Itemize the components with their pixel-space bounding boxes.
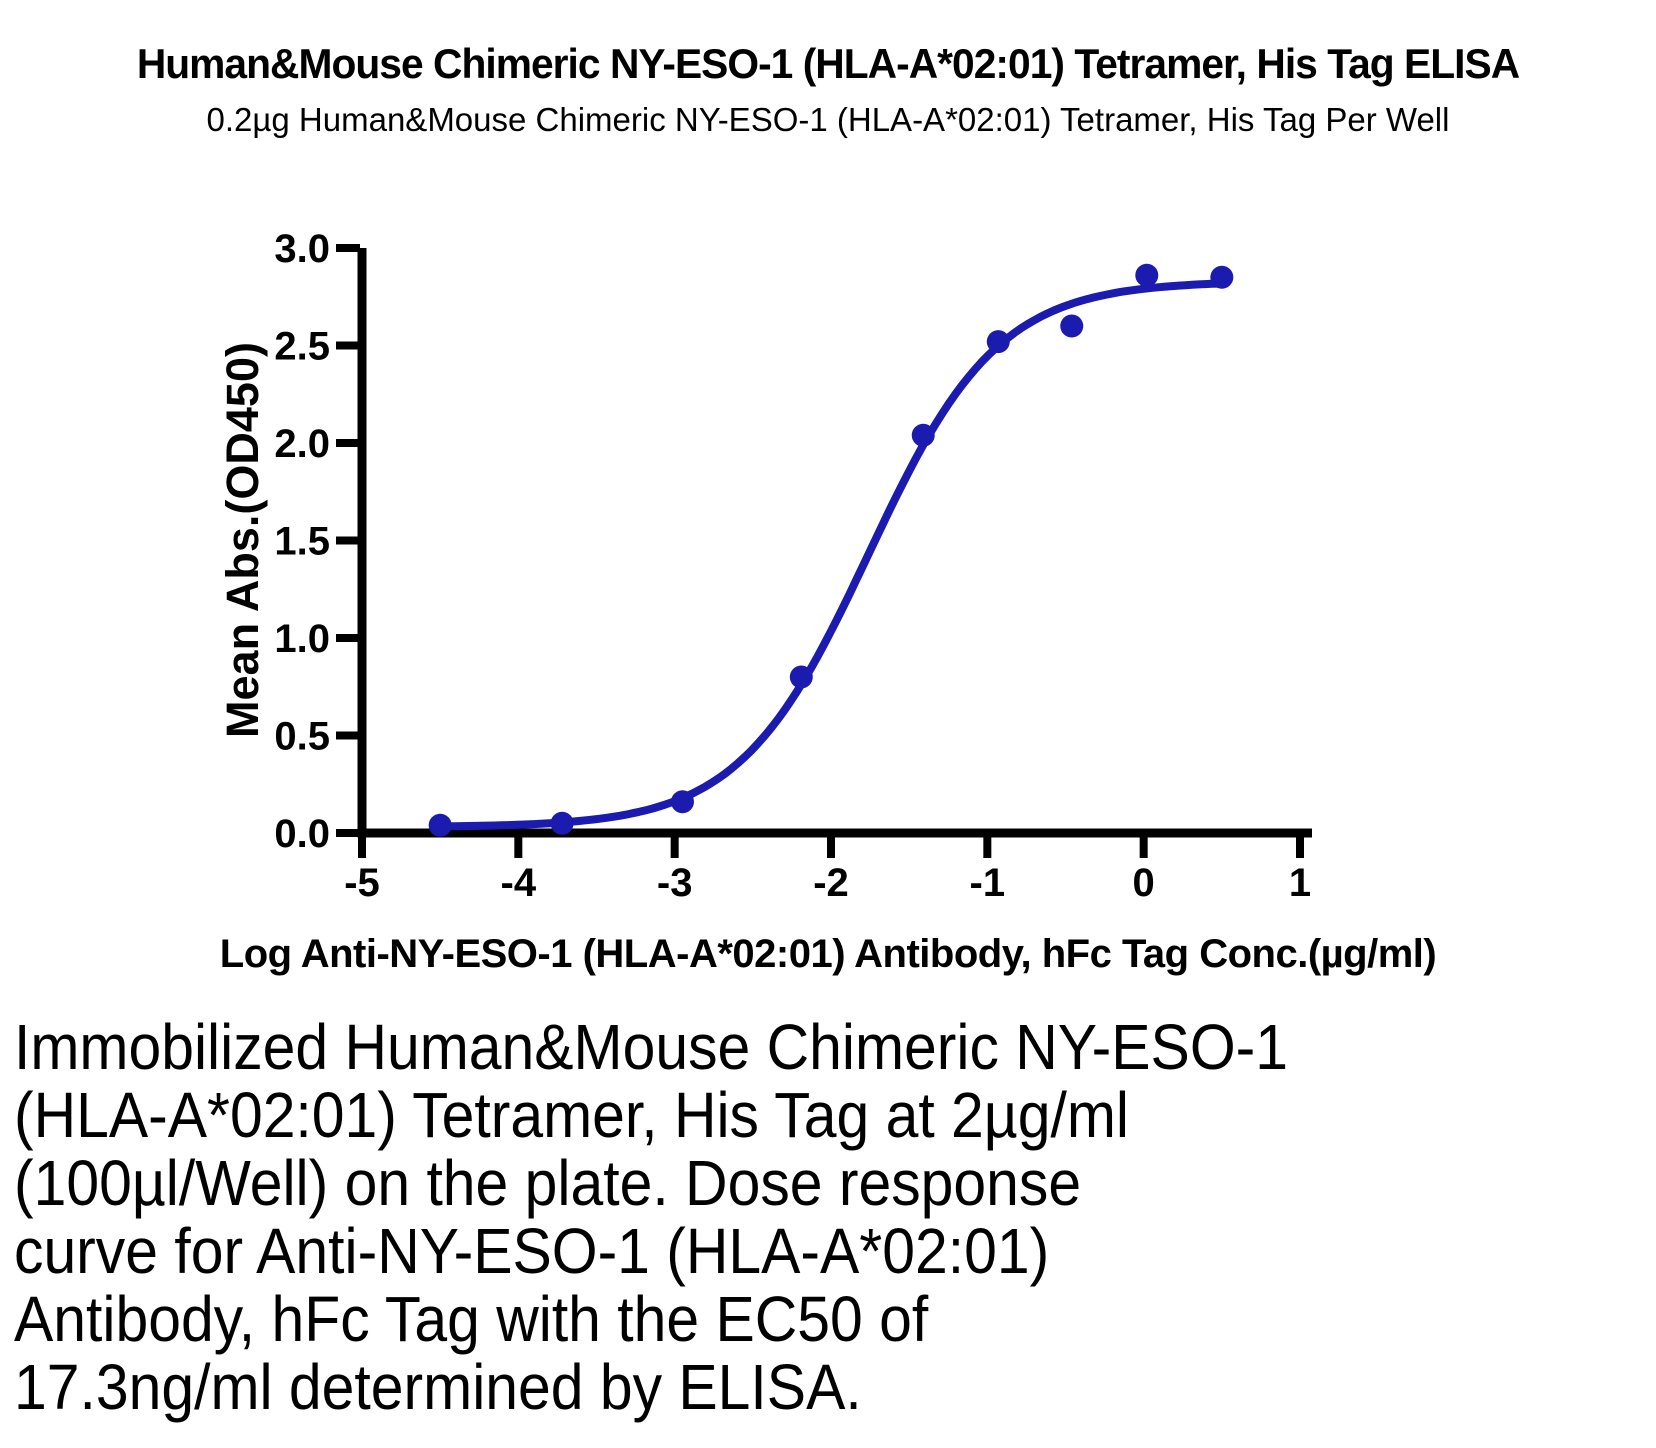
chart-subtitle: 0.2µg Human&Mouse Chimeric NY-ESO-1 (HLA… — [206, 101, 1450, 138]
y-tick-label: 2.0 — [274, 422, 330, 466]
data-point — [911, 423, 935, 447]
x-tick-label: -4 — [501, 861, 537, 905]
x-tick-label: -2 — [813, 861, 849, 905]
data-point — [670, 790, 694, 814]
x-tick-label: 0 — [1133, 861, 1155, 905]
data-point — [1210, 265, 1234, 289]
y-tick-label: 2.5 — [274, 325, 330, 369]
x-axis-title: Log Anti-NY-ESO-1 (HLA-A*02:01) Antibody… — [219, 932, 1437, 976]
x-tick-label: 1 — [1289, 861, 1311, 905]
axis-spine — [357, 248, 1312, 838]
x-tick-label: -3 — [657, 861, 693, 905]
y-tick-label: 1.5 — [274, 520, 330, 564]
data-point — [550, 811, 574, 835]
data-point — [1060, 314, 1084, 338]
y-tick-label: 3.0 — [274, 227, 330, 271]
fit-curve — [431, 279, 1229, 831]
data-point — [1135, 263, 1159, 287]
y-tick-label: 0.0 — [274, 812, 330, 856]
x-tick-label: -5 — [344, 861, 380, 905]
figure-caption: Immobilized Human&Mouse Chimeric NY-ESO-… — [14, 1011, 1288, 1423]
chart-title: Human&Mouse Chimeric NY-ESO-1 (HLA-A*02:… — [136, 40, 1520, 87]
x-tick-label: -1 — [970, 861, 1006, 905]
y-tick-label: 1.0 — [274, 617, 330, 661]
y-tick-label: 0.5 — [274, 715, 330, 759]
y-axis-title: Mean Abs.(OD450) — [217, 342, 268, 738]
data-point — [789, 665, 813, 689]
data-point — [986, 330, 1010, 354]
data-point — [428, 813, 452, 837]
